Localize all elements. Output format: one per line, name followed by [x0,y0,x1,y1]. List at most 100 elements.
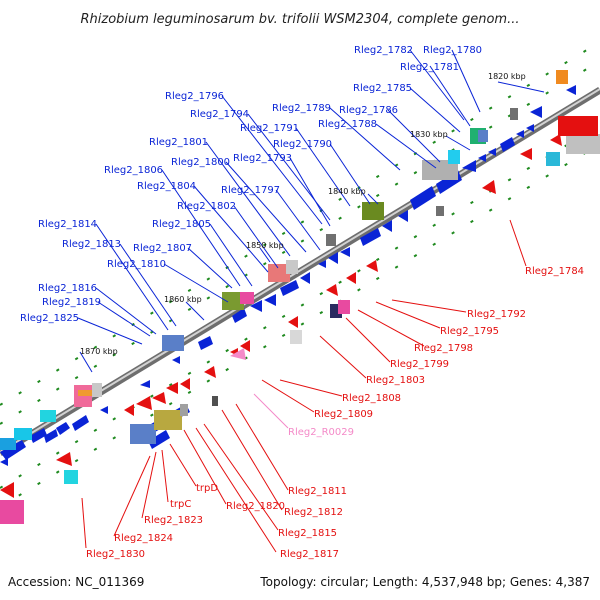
forward-gene [462,160,476,172]
reverse-gene [204,366,216,378]
forward-gene [530,106,542,118]
forward-gene [30,428,47,443]
forward-gene [398,210,408,222]
gene-block [510,108,518,120]
gene-label[interactable]: Rleg2_1805 [152,219,211,230]
gene-label[interactable]: Rleg2_1819 [42,297,101,308]
gene-block [240,292,254,304]
gene-label[interactable]: Rleg2_1801 [149,137,208,148]
reverse-gene [56,452,72,466]
gene-label[interactable]: Rleg2_1799 [390,359,449,370]
forward-gene [280,280,299,296]
gene-block [130,424,156,444]
forward-gene [232,308,247,323]
gene-block [154,410,182,430]
gene-block [286,260,298,274]
reverse-gene [482,180,496,194]
reverse-gene [346,272,356,284]
gene-label[interactable]: Rleg2_1824 [114,533,173,544]
gene-label[interactable]: Rleg2_1781 [400,62,459,73]
forward-gene [566,85,576,95]
gene-label[interactable]: trpD [196,483,218,494]
forward-gene [488,148,496,156]
gene-label[interactable]: Rleg2_1813 [62,239,121,250]
gene-label[interactable]: trpC [170,499,191,510]
gene-label[interactable]: Rleg2_1809 [314,409,373,420]
reverse-gene [326,284,338,296]
gene-block [268,264,290,282]
gene-label[interactable]: Rleg2_1795 [440,326,499,337]
reverse-gene [152,392,166,404]
reverse-gene [136,396,152,410]
gene-label[interactable]: Rleg2_1802 [177,201,236,212]
forward-gene [300,272,310,284]
gene-label[interactable]: Rleg2_1800 [171,157,230,168]
reverse-gene [240,340,250,352]
gene-label[interactable]: Rleg2_1793 [233,153,292,164]
forward-gene [318,260,326,268]
gene-block [64,470,78,484]
upper-leader-lines [77,49,545,373]
reverse-genes [0,134,562,498]
gene-block [338,300,350,314]
gene-label[interactable]: Rleg2_1820 [226,501,285,512]
gene-block [222,292,244,310]
gene-label[interactable]: Rleg2_1785 [353,83,412,94]
scale-label: 1830 kbp [410,130,448,139]
gene-block [546,152,560,166]
reverse-gene [166,382,178,394]
gene-label[interactable]: Rleg2_1797 [221,185,280,196]
forward-gene [516,130,524,138]
gene-label[interactable]: Rleg2_1794 [190,109,249,120]
gene-block [92,383,102,397]
reverse-gene [124,404,134,416]
gene-label[interactable]: Rleg2_1806 [104,165,163,176]
scale-label: 1870 kbp [80,347,118,356]
gene-label[interactable]: Rleg2_1830 [86,549,145,560]
scale-label: 1860 kbp [164,295,202,304]
gene-label[interactable]: Rleg2_1817 [280,549,339,560]
gene-label[interactable]: Rleg2_1804 [137,181,196,192]
reverse-gene [366,260,378,272]
gene-block [566,134,600,154]
gene-label[interactable]: Rleg2_1792 [467,309,526,320]
gene-label[interactable]: Rleg2_1807 [133,243,192,254]
gene-label[interactable]: Rleg2_1788 [318,119,377,130]
gene-blocks [0,70,600,524]
gene-label[interactable]: Rleg2_1811 [288,486,347,497]
gene-label[interactable]: Rleg2_1803 [366,375,425,386]
gene-label[interactable]: Rleg2_1825 [20,313,79,324]
gene-label[interactable]: Rleg2_1823 [144,515,203,526]
gene-label[interactable]: Rleg2_1810 [107,259,166,270]
gene-label[interactable]: Rleg2_1789 [272,103,331,114]
gene-block [558,116,598,136]
gene-block [478,130,488,142]
forward-gene [478,154,486,162]
gene-label[interactable]: Rleg2_1784 [525,266,584,277]
forward-gene [100,406,108,414]
reverse-gene [520,148,532,160]
gene-label[interactable]: Rleg2_1808 [342,393,401,404]
gene-block [78,390,92,396]
gene-label[interactable]: Rleg2_1780 [423,45,482,56]
gene-block [556,70,568,84]
gene-label[interactable]: Rleg2_1812 [284,507,343,518]
gene-label[interactable]: Rleg2_1814 [38,219,97,230]
gene-label[interactable]: Rleg2_1790 [273,139,332,150]
gene-block [448,150,460,164]
gene-label[interactable]: Rleg2_1815 [278,528,337,539]
gene-label[interactable]: Rleg2_1798 [414,343,473,354]
reverse-gene [0,482,14,498]
gene-label[interactable]: Rleg2_1786 [339,105,398,116]
forward-gene [56,422,70,435]
gene-label[interactable]: Rleg2_1816 [38,283,97,294]
gene-block [290,330,302,344]
gene-label[interactable]: Rleg2_R0029 [288,427,354,438]
forward-gene [340,247,350,257]
upper-gene-labels: Rleg2_1782 Rleg2_1780 Rleg2_1781 Rleg2_1… [20,45,482,324]
gene-block [0,438,16,450]
gene-label[interactable]: Rleg2_1782 [354,45,413,56]
gene-block [422,160,458,180]
gene-label[interactable]: Rleg2_1796 [165,91,224,102]
gene-label[interactable]: Rleg2_1791 [240,123,299,134]
